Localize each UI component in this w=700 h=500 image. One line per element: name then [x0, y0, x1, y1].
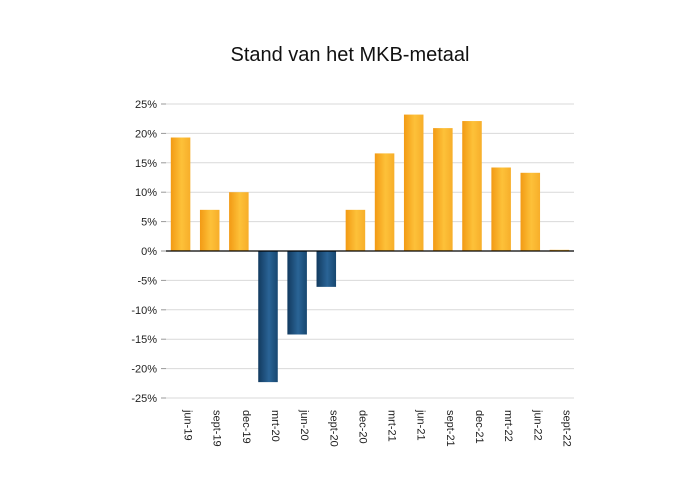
x-tick-label: jun-22: [531, 409, 543, 441]
bar-dec-21: [462, 121, 482, 251]
y-tick-label: 20%: [135, 128, 157, 140]
x-tick-label: sept-21: [444, 410, 456, 447]
x-tick-label: mrt-21: [386, 410, 398, 442]
x-tick-label: sept-22: [560, 410, 572, 447]
x-tick-label: dec-21: [473, 410, 485, 444]
bar-sept-21: [433, 128, 453, 251]
y-tick-label: -10%: [131, 305, 157, 317]
y-axis-ticks: 25% 20% 15% 10% 5% 0% -5% -10% -15% -20% -25%: [131, 99, 157, 405]
bar-jun-22: [520, 172, 541, 251]
bar-dec-19: [229, 192, 249, 251]
bar-jun-20: [287, 251, 307, 335]
y-tick-label: 10%: [135, 187, 157, 199]
x-tick-label: sept-19: [211, 410, 223, 447]
y-tick-label: 15%: [135, 158, 157, 170]
bar-sept-20: [316, 251, 337, 287]
x-axis-ticks: jun-19 sept-19 dec-19 mrt-20 jun-20 sept-20 de…: [182, 409, 573, 447]
x-tick-label: jun-20: [298, 409, 310, 441]
x-tick-label: mrt-22: [502, 410, 514, 442]
x-tick-label: jun-19: [182, 409, 194, 441]
bar-sept-19: [199, 209, 220, 251]
x-tick-label: dec-20: [356, 410, 368, 444]
x-tick-label: mrt-20: [269, 410, 281, 442]
bars: [170, 114, 570, 383]
bar-jun-19: [170, 137, 191, 251]
y-tick-label: -25%: [131, 393, 157, 405]
chart-title: Stand van het MKB-metaal: [230, 44, 470, 66]
bar-mrt-22: [491, 167, 511, 251]
bar-mrt-20: [258, 251, 278, 383]
y-tick-label: 25%: [135, 99, 157, 111]
bar-jun-21: [403, 114, 424, 251]
y-tick-label: -15%: [131, 334, 157, 346]
bar-mrt-21: [374, 153, 395, 251]
bar-dec-20: [345, 209, 366, 251]
y-tick-label: 5%: [141, 217, 157, 229]
x-tick-label: jun-21: [415, 409, 427, 441]
y-tick-label: -20%: [131, 364, 157, 376]
y-tick-label: -5%: [137, 275, 157, 287]
y-tick-label: 0%: [141, 246, 157, 258]
x-tick-label: sept-20: [327, 410, 339, 447]
x-tick-label: dec-19: [240, 410, 252, 444]
